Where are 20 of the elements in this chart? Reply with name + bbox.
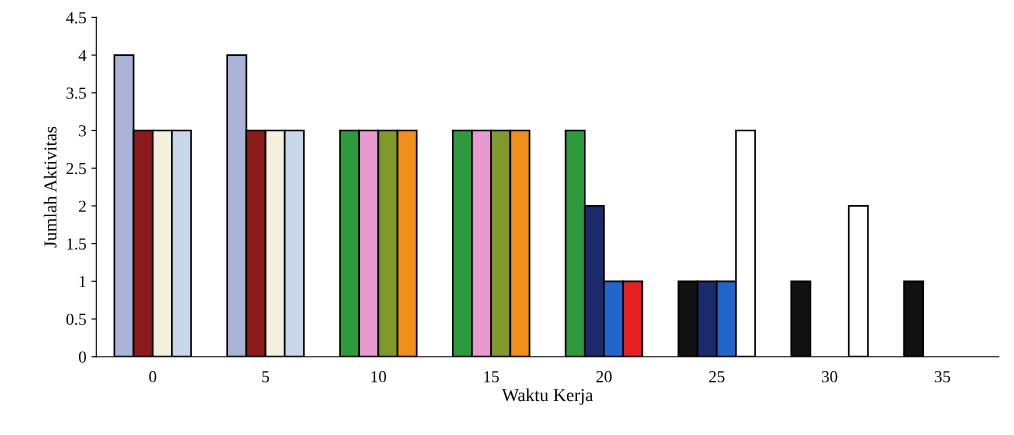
x-tick-label: 0	[149, 371, 157, 383]
y-tick-label: 3	[79, 125, 86, 137]
y-axis-title: Jumlah Aktivitas	[43, 126, 57, 248]
x-tick-label: 35	[934, 371, 951, 383]
y-tick-label: 0	[78, 351, 86, 363]
x-tick-label: 20	[596, 371, 612, 383]
y-tick-label: 4	[78, 49, 87, 61]
x-tick-label: 10	[371, 371, 387, 383]
x-axis-title: Waktu Kerja	[501, 388, 593, 405]
x-tick-label: 25	[709, 371, 725, 383]
y-tick-label: 3.5	[66, 87, 86, 99]
y-tick-label: 2	[79, 200, 86, 212]
y-tick-label: 4.5	[66, 12, 86, 24]
x-tick-label: 5	[262, 371, 270, 383]
x-tick-label: 30	[822, 371, 838, 383]
y-tick-label: 1.5	[67, 238, 86, 250]
y-tick-label: 2.5	[66, 162, 86, 175]
x-tick-label: 15	[484, 371, 499, 383]
y-tick-label: 0.5	[66, 313, 86, 326]
y-tick-label: 1	[79, 276, 86, 288]
